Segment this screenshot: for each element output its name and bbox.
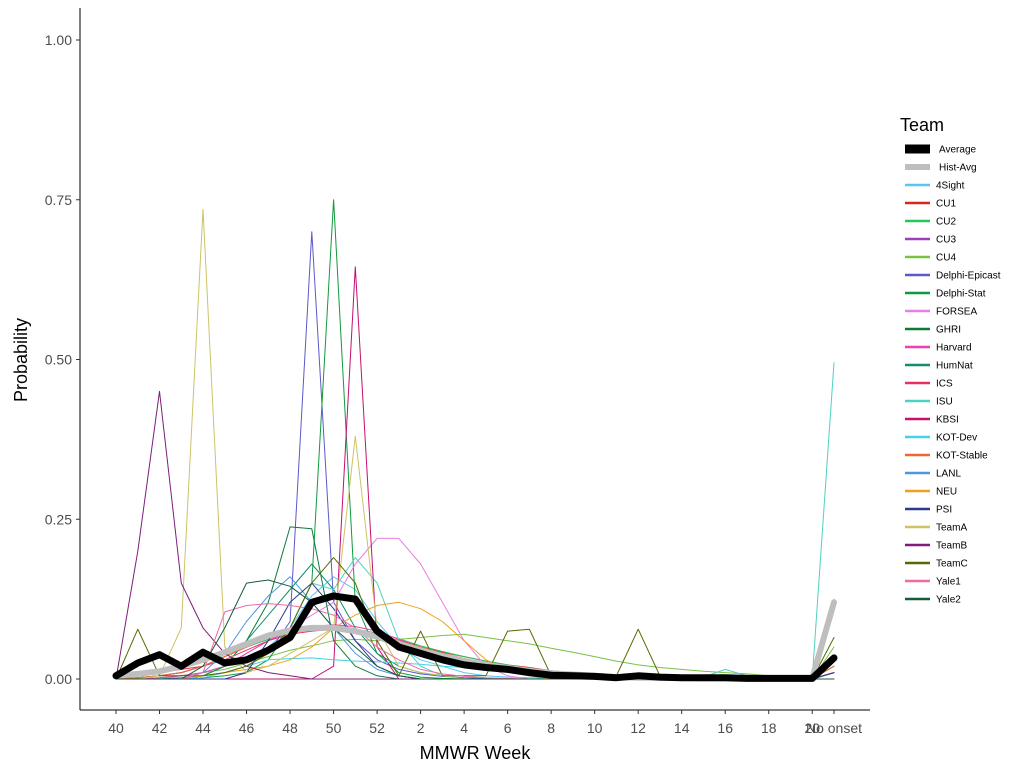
legend-label-teamc: TeamC [936,559,968,570]
x-tick-label: 18 [761,720,777,736]
legend-label-average: Average [939,145,977,156]
legend-label-yale1: Yale1 [936,577,961,588]
series-line-delphi-epicast [115,231,835,680]
series-line-cu4 [115,633,835,680]
series-line-forsea [115,537,835,680]
legend-label-humnat: HumNat [936,361,973,372]
legend-label-delphi-stat: Delphi-Stat [936,289,986,300]
legend-label-lanl: LANL [936,469,961,480]
series-line-average [112,592,838,682]
x-tick-label: 20 [804,720,820,736]
legend-items: Average Hist-Avg 4Sight CU1 CU2 CU3 CU4 Delphi-… [905,144,1001,606]
y-tick-label: 0.00 [45,671,72,687]
legend-label-ics: ICS [936,379,953,390]
legend-label-kot-stable: KOT-Stable [936,451,988,462]
legend-label-kot-dev: KOT-Dev [936,433,977,444]
axes [79,8,870,711]
x-tick-label: 16 [717,720,733,736]
x-tick-label: 2 [417,720,425,736]
legend: Team Average Hist-Avg 4Sight CU1 CU2 CU3 CU4 De… [900,115,1001,606]
x-tick-label: 48 [282,720,298,736]
x-tick-label: 8 [547,720,555,736]
legend-label-kbsi: KBSI [936,415,959,426]
legend-label-4sight: 4Sight [936,181,965,192]
legend-label-forsea: FORSEA [936,307,977,318]
y-tick-label: 1.00 [45,32,72,48]
x-tick-label: 42 [152,720,168,736]
y-tick-label: 0.75 [45,192,72,208]
x-tick-label: 40 [108,720,124,736]
y-axis-title: Probability [11,318,31,402]
legend-label-delphi-epicast: Delphi-Epicast [936,271,1001,282]
y-tick-label: 0.25 [45,511,72,527]
plot-area [112,199,838,682]
series-line-teama [115,208,835,680]
series-line-ghri [115,526,835,680]
legend-label-cu3: CU3 [936,235,956,246]
x-tick-label: No onset [806,720,862,736]
x-axis-title: MMWR Week [420,743,532,763]
y-axis-ticks: 0.00 0.25 0.50 0.75 1.00 [45,32,80,687]
legend-label-psi: PSI [936,505,952,516]
x-tick-label: 6 [504,720,512,736]
legend-label-cu4: CU4 [936,253,956,264]
x-tick-label: 46 [239,720,255,736]
x-tick-label: 50 [326,720,342,736]
legend-label-isu: ISU [936,397,953,408]
legend-title: Team [900,115,944,135]
legend-label-teamb: TeamB [936,541,967,552]
legend-label-hist-avg: Hist-Avg [939,163,977,174]
legend-label-teama: TeamA [936,523,967,534]
x-tick-label: 14 [674,720,690,736]
legend-label-yale2: Yale2 [936,595,961,606]
x-tick-label: 52 [369,720,385,736]
legend-label-cu2: CU2 [936,217,956,228]
x-tick-label: 12 [630,720,646,736]
series-line-delphi-stat [115,199,835,680]
legend-label-harvard: Harvard [936,343,972,354]
x-tick-label: 4 [460,720,468,736]
y-tick-label: 0.50 [45,352,72,368]
x-tick-label: 44 [195,720,211,736]
x-tick-label: 10 [587,720,603,736]
legend-label-neu: NEU [936,487,957,498]
legend-label-cu1: CU1 [936,199,956,210]
legend-label-ghri: GHRI [936,325,961,336]
